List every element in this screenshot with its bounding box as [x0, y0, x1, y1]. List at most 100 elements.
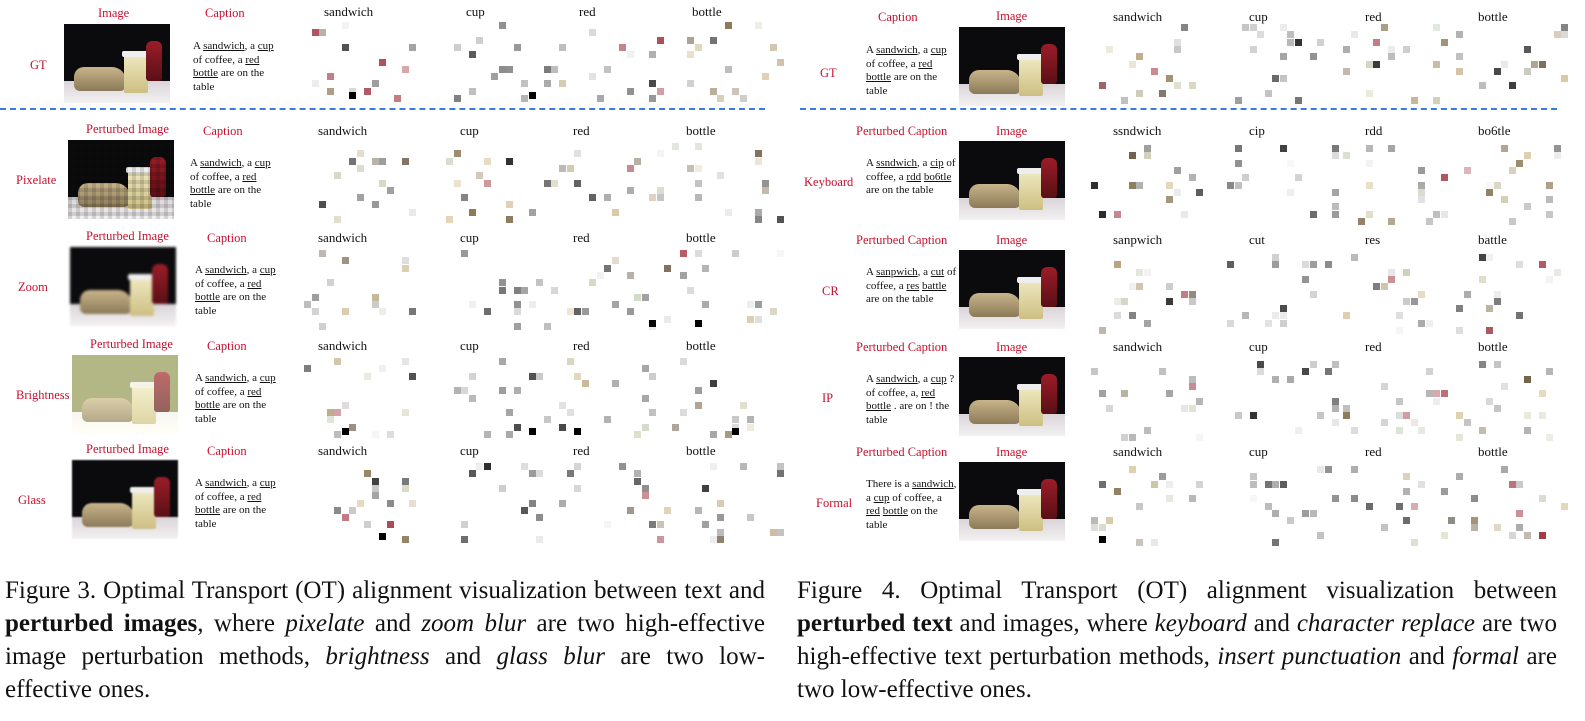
ot-cell	[1546, 275, 1553, 283]
ot-cell	[1493, 404, 1501, 412]
ot-heatmap	[1456, 466, 1568, 546]
ot-cell	[1538, 531, 1546, 539]
token-label: red	[573, 443, 590, 458]
ot-cell	[1486, 327, 1493, 334]
ot-cell	[694, 387, 702, 395]
ot-cell	[1516, 480, 1523, 488]
ot-cell	[1343, 45, 1350, 53]
ot-cell	[1128, 152, 1136, 160]
ot-cell	[1395, 327, 1403, 334]
ot-heatmap	[446, 143, 558, 223]
token-label: red	[573, 230, 590, 245]
ot-cell	[498, 484, 506, 492]
sandwich-shape	[969, 70, 1021, 94]
image-header: Image	[996, 124, 1028, 138]
ot-cell	[604, 65, 611, 73]
ot-cell-peak	[528, 92, 536, 99]
ot-cell	[754, 208, 762, 216]
ot-cell	[762, 179, 769, 187]
ot-cell	[334, 358, 341, 365]
row-label: GT	[820, 66, 837, 80]
ot-cell	[1418, 290, 1425, 298]
ot-cell	[468, 301, 476, 309]
ot-cell	[1508, 166, 1516, 174]
ot-cell	[506, 65, 513, 73]
ot-cell	[1332, 404, 1339, 412]
ot-cell	[1343, 67, 1350, 75]
ot-cell	[596, 271, 604, 279]
ot-cell	[1136, 283, 1143, 291]
caption-fragment: , a	[246, 372, 260, 384]
ot-cell	[1486, 181, 1493, 189]
ot-cell	[1508, 82, 1516, 90]
ot-cell	[356, 150, 364, 158]
ot-cell	[649, 409, 656, 417]
ot-cell	[1365, 145, 1373, 152]
caption-fragment: of coffee, a	[193, 53, 246, 66]
ot-cell	[1136, 539, 1143, 546]
ot-cell	[483, 157, 491, 165]
ot-cell	[341, 257, 349, 265]
token-label: cup	[460, 443, 479, 458]
ot-cell	[1471, 495, 1478, 503]
ot-cell	[1388, 275, 1395, 283]
sandwich-shape	[74, 67, 126, 91]
ot-cell	[371, 201, 379, 209]
ot-cell	[1343, 412, 1350, 420]
cup-shape	[1017, 54, 1045, 96]
ot-cell	[1410, 297, 1418, 305]
ot-cell	[1425, 368, 1433, 376]
ot-cell	[513, 43, 521, 51]
ot-cell	[687, 286, 694, 294]
ot-cell	[649, 51, 656, 59]
ot-cell	[1478, 254, 1486, 261]
ot-cell	[1317, 38, 1324, 46]
ot-cell	[1561, 502, 1568, 510]
ot-cell	[1181, 210, 1188, 218]
ot-cell	[1249, 495, 1257, 503]
caption-fragment: are on the table	[190, 184, 262, 210]
ot-cell	[483, 463, 491, 470]
ot-cell	[1128, 434, 1136, 441]
caption-fragment: There is a	[866, 478, 913, 490]
ot-cell	[1128, 466, 1136, 473]
ot-cell	[513, 301, 521, 309]
image-header: Image	[996, 445, 1028, 459]
ot-cell	[1279, 480, 1287, 488]
caption-text: There is a sandwich, a cup of coffee, a …	[866, 478, 958, 532]
ot-cell	[1365, 502, 1373, 510]
cup-shape	[1017, 168, 1045, 210]
cup-shape	[130, 487, 158, 529]
bottle-shape	[146, 41, 162, 81]
ot-cell	[409, 208, 416, 216]
ot-cell	[694, 179, 702, 187]
ot-cell	[1501, 145, 1508, 152]
ot-cell	[1395, 412, 1403, 420]
ot-cell	[326, 416, 334, 424]
row-label: Keyboard	[804, 175, 854, 189]
ot-cell	[1538, 495, 1546, 503]
ot-cell	[1478, 275, 1486, 283]
ot-cell	[483, 308, 491, 316]
ot-cell	[1121, 97, 1128, 104]
ot-cell	[1264, 319, 1272, 327]
ot-cell	[1373, 38, 1380, 46]
sandwich-shape	[82, 503, 134, 527]
ot-cell	[641, 484, 649, 492]
ot-cell	[641, 492, 649, 500]
ot-cell	[543, 80, 551, 88]
ot-cell	[1493, 181, 1501, 189]
caption-fragment: , a	[244, 40, 258, 52]
ot-cell	[319, 201, 326, 209]
perturbed-image-header: Perturbed Image	[86, 229, 169, 243]
ot-cell	[1106, 45, 1113, 53]
ot-cell	[679, 271, 687, 279]
caption-fragment: A	[193, 40, 204, 52]
ot-cell	[1227, 319, 1234, 327]
ot-cell	[1287, 517, 1294, 525]
ot-cell	[769, 308, 777, 316]
scene-image	[959, 462, 1065, 541]
ot-cell	[1106, 404, 1113, 412]
caption-keyword: bottle	[195, 399, 221, 412]
ot-cell	[732, 423, 739, 431]
